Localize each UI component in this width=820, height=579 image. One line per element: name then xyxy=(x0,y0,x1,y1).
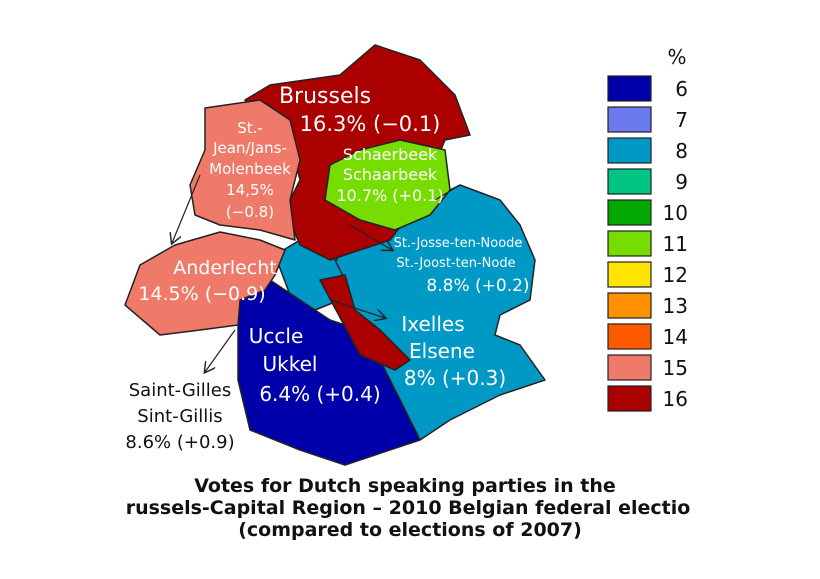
legend-swatch xyxy=(607,137,652,164)
legend-swatch xyxy=(607,106,652,133)
region-molenbeek xyxy=(189,99,301,241)
region-label: Ukkel xyxy=(263,352,318,376)
region-label: Anderlecht xyxy=(173,257,277,279)
legend-swatch xyxy=(607,230,652,257)
map xyxy=(124,44,546,466)
legend-swatch xyxy=(607,385,652,412)
legend-label: 9 xyxy=(675,170,688,194)
region-label: Brussels xyxy=(279,84,371,109)
legend-swatch xyxy=(607,199,652,226)
legend-label: 11 xyxy=(663,232,688,256)
region-label: St.-Josse-ten-Noode xyxy=(394,236,523,251)
region-label: 14,5% xyxy=(226,181,274,199)
region-label: Elsene xyxy=(409,339,475,363)
arrows xyxy=(172,174,461,372)
legend-label: 15 xyxy=(663,356,688,380)
arrow xyxy=(329,299,385,318)
legend-swatch xyxy=(607,323,652,350)
region-label: Molenbeek xyxy=(209,160,291,178)
legend-swatch xyxy=(607,75,652,102)
legend-label: 8 xyxy=(675,139,688,163)
title-line: russels-Capital Region – 2010 Belgian fe… xyxy=(126,497,691,519)
legend-label: 12 xyxy=(663,263,688,287)
legend-label: 7 xyxy=(675,108,688,132)
arrow xyxy=(172,174,201,243)
arrow xyxy=(434,184,461,201)
region-label: Ixelles xyxy=(401,312,464,336)
region-label: Uccle xyxy=(249,324,304,348)
region-uccle xyxy=(237,279,421,466)
arrow xyxy=(349,224,392,250)
region-label: St.-Joost-ten-Node xyxy=(396,256,515,271)
legend-swatch xyxy=(607,354,652,381)
title-line: (compared to elections of 2007) xyxy=(238,519,582,541)
legend-label: 6 xyxy=(675,77,688,101)
region-labels: Brussels 16.3% (−0.1) St.- Jean/Jans- Mo… xyxy=(125,84,529,453)
legend-label: 13 xyxy=(663,294,688,318)
region-label: 10.7% (+0.1) xyxy=(336,186,443,205)
region-label: 6.4% (+0.4) xyxy=(259,382,380,406)
title: Votes for Dutch speaking parties in the … xyxy=(126,475,691,541)
legend-label: 16 xyxy=(663,387,688,411)
legend-swatch xyxy=(607,168,652,195)
region-label: 14.5% (−0.9) xyxy=(138,283,265,305)
region-label: Schaerbeek xyxy=(343,145,438,164)
region-label: 16.3% (−0.1) xyxy=(300,112,441,136)
region-label: (−0.8) xyxy=(226,203,274,221)
region-label: Schaarbeek xyxy=(343,165,438,184)
legend-label: 10 xyxy=(663,201,688,225)
legend: % 6 7 8 9 10 11 12 13 14 15 16 xyxy=(607,45,688,412)
region-schaerbeek xyxy=(324,139,451,231)
region-label: St.- xyxy=(237,119,263,137)
arrow xyxy=(205,329,236,372)
legend-swatch xyxy=(607,261,652,288)
legend-swatch xyxy=(607,292,652,319)
region-label: Jean/Jans- xyxy=(212,139,287,157)
legend-header: % xyxy=(667,45,686,69)
region-label: Saint-Gilles xyxy=(129,380,231,401)
region-label: 8.8% (+0.2) xyxy=(426,276,529,296)
title-line: Votes for Dutch speaking parties in the xyxy=(194,475,616,497)
region-label: 8.6% (+0.9) xyxy=(125,432,234,453)
region-label: Sint-Gillis xyxy=(137,406,222,427)
region-anderlecht xyxy=(124,231,286,336)
region-label: 8% (+0.3) xyxy=(404,366,506,390)
legend-label: 14 xyxy=(663,325,688,349)
